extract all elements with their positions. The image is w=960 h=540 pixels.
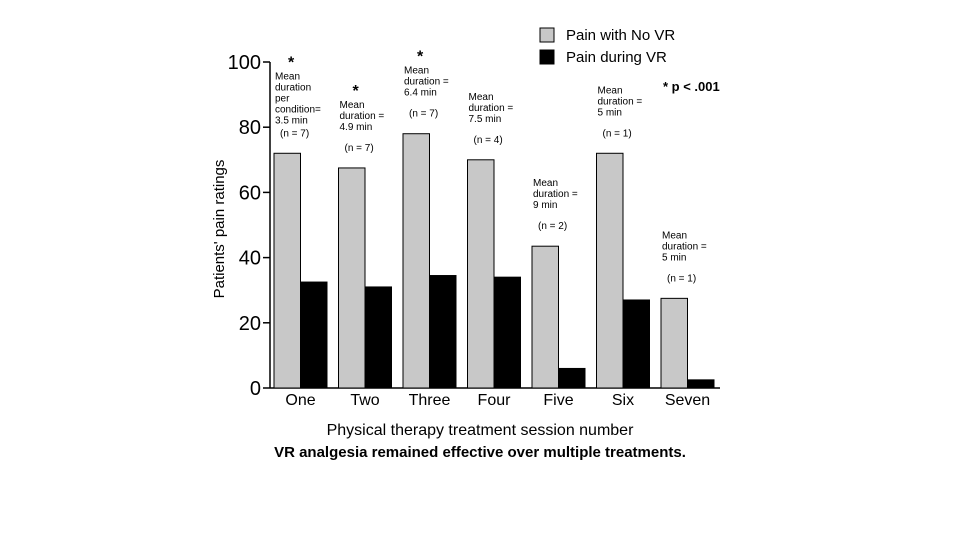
annotation-line: Mean	[404, 66, 429, 77]
bar-no-vr	[660, 297, 688, 389]
annotation-line: duration =	[404, 77, 449, 88]
annotation-line: duration =	[533, 189, 578, 200]
significance-star: *	[288, 54, 295, 71]
bar-during-vr	[622, 299, 650, 389]
annotation-n: (n = 1)	[667, 273, 696, 284]
bar-no-vr	[338, 167, 366, 389]
annotation-n: (n = 1)	[603, 128, 632, 139]
annotation-line: 5 min	[662, 252, 686, 263]
x-tick-label: Two	[350, 392, 379, 409]
annotation-n: (n = 2)	[538, 221, 567, 232]
annotation-line: 6.4 min	[404, 88, 437, 99]
annotation-line: Mean	[469, 92, 494, 103]
x-tick-label: Four	[478, 392, 512, 409]
annotation-n: (n = 7)	[280, 128, 309, 139]
annotation-line: duration =	[469, 103, 514, 114]
y-tick-label: 40	[239, 248, 261, 270]
x-tick-label: One	[285, 392, 315, 409]
x-tick-label: Six	[612, 392, 634, 409]
legend-swatch	[539, 27, 555, 43]
y-tick-label: 60	[239, 182, 261, 204]
chart-legend: Pain with No VR Pain during VR * p < .001	[539, 27, 720, 94]
x-tick-label: Three	[409, 392, 451, 409]
legend-label: Pain during VR	[566, 49, 667, 66]
annotation-line: 7.5 min	[469, 114, 502, 125]
chart-ticks: 0 20 40 60 80 100 Patients' pain ratings One Two…	[211, 52, 710, 409]
annotation-line: 9 min	[533, 200, 557, 211]
bar-no-vr	[467, 159, 495, 389]
annotation-line: duration =	[340, 111, 385, 122]
chart-bars	[273, 133, 715, 389]
annotation-line: 4.9 min	[340, 122, 373, 133]
bar-during-vr	[687, 379, 715, 389]
y-tick-label: 80	[239, 117, 261, 139]
bar-during-vr	[493, 276, 521, 389]
annotation-line: Mean	[598, 85, 623, 96]
annotation-line: Mean	[275, 71, 300, 82]
y-axis-label: Patients' pain ratings	[211, 160, 228, 299]
significance-star: *	[417, 49, 424, 66]
x-tick-label: Seven	[665, 392, 710, 409]
bar-during-vr	[558, 367, 586, 389]
y-tick-label: 0	[250, 378, 261, 400]
x-tick-label: Five	[543, 392, 573, 409]
annotation-line: duration =	[598, 96, 643, 107]
x-axis-label: Physical therapy treatment session numbe…	[326, 422, 634, 439]
bar-no-vr	[596, 152, 624, 389]
bar-during-vr	[300, 281, 328, 389]
caption: VR analgesia remained effective over mul…	[274, 444, 686, 461]
annotation-n: (n = 4)	[474, 135, 503, 146]
legend-label: Pain with No VR	[566, 27, 675, 44]
annotation-line: 3.5 min	[275, 115, 308, 126]
bar-no-vr	[531, 245, 559, 389]
annotation-line: duration =	[662, 241, 707, 252]
annotation-line: per	[275, 93, 290, 104]
annotation-line: duration	[275, 82, 311, 93]
annotation-n: (n = 7)	[409, 109, 438, 120]
annotation-line: 5 min	[598, 107, 622, 118]
significance-note: * p < .001	[663, 79, 720, 94]
bar-during-vr	[429, 275, 457, 389]
y-tick-label: 20	[239, 313, 261, 335]
bar-no-vr	[402, 133, 430, 389]
bar-no-vr	[273, 152, 301, 389]
y-tick-label: 100	[228, 52, 261, 74]
annotation-line: Mean	[662, 230, 687, 241]
legend-swatch	[539, 49, 555, 65]
significance-star: *	[353, 83, 360, 100]
annotation-line: Mean	[533, 178, 558, 189]
annotation-line: condition=	[275, 104, 321, 115]
annotation-n: (n = 7)	[345, 143, 374, 154]
bar-during-vr	[364, 286, 392, 389]
annotation-line: Mean	[340, 100, 365, 111]
